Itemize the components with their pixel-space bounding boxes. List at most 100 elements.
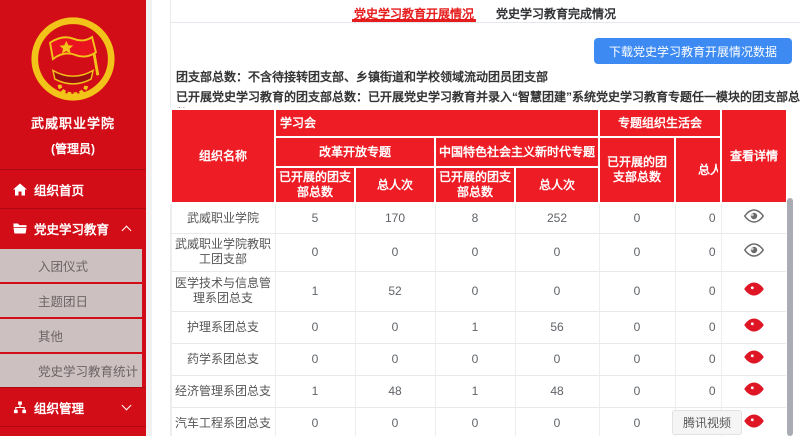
value-cell: 0 [434, 406, 516, 436]
value-cell: 0 [274, 310, 356, 344]
table-row: 护理系团总支 0 0 1 56 0 0 [170, 310, 786, 344]
tencent-video-watermark: 腾讯视频 [672, 410, 743, 435]
chevron-up-icon [121, 225, 132, 236]
folder-icon [13, 223, 27, 233]
sidebar-item-label: 组织首页 [34, 183, 85, 198]
value-cell: 0 [598, 202, 676, 234]
org-name-cell: 汽车工程系团总支 [170, 406, 276, 436]
vertical-scrollbar[interactable] [787, 198, 793, 436]
sidebar-subitem-theme-day[interactable]: 主题团日 [0, 282, 142, 317]
col-header-reform-total: 总人次 [354, 166, 436, 204]
value-cell: 0 [514, 406, 600, 436]
value-cell: 1 [434, 374, 516, 408]
value-cell: 52 [354, 270, 436, 312]
value-cell: 0 [434, 342, 516, 376]
col-header-newera-total: 总人次 [513, 166, 601, 204]
value-cell: 0 [274, 406, 356, 436]
submenu-label: 入团仪式 [38, 260, 89, 274]
value-cell: 252 [514, 202, 600, 234]
table-row: 武威职业学院 5 170 8 252 0 0 [170, 202, 786, 234]
download-data-button[interactable]: 下载党史学习教育开展情况数据 [593, 38, 792, 64]
value-cell: 0 [434, 270, 516, 312]
view-detail-eye-icon[interactable] [743, 382, 765, 396]
table-row: 药学系团总支 0 0 0 0 0 0 [170, 342, 786, 376]
value-cell: 0 [434, 232, 516, 272]
value-cell: 0 [354, 342, 436, 376]
view-detail-eye-icon[interactable] [743, 243, 765, 257]
org-name-cell: 药学系团总支 [170, 342, 276, 376]
table-row: 武威职业学院教职工团支部 0 0 0 0 0 0 [170, 232, 786, 272]
communist-youth-league-emblem-icon [31, 17, 115, 101]
col-header-view-detail: 查看详情 [720, 108, 786, 204]
col-group-study-meeting: 学习会 [273, 108, 601, 138]
value-cell: 170 [354, 202, 436, 234]
sidebar-item-label: 组织管理 [34, 401, 85, 416]
value-cell: 0 [598, 406, 676, 436]
value-cell: 0 [674, 270, 722, 312]
value-cell: 0 [354, 232, 436, 272]
chevron-down-icon [121, 400, 132, 411]
main-content: 党史学习教育开展情况 党史学习教育完成情况 下载党史学习教育开展情况数据 团支部… [152, 0, 800, 436]
view-detail-eye-icon[interactable] [743, 318, 765, 332]
col-header-newera-count: 已开展的团支部总数 [434, 166, 516, 204]
submenu-label: 主题团日 [38, 295, 89, 309]
value-cell: 1 [274, 374, 356, 408]
value-cell: 0 [514, 342, 600, 376]
value-cell: 0 [514, 232, 600, 272]
value-cell: 0 [354, 310, 436, 344]
value-cell: 0 [674, 310, 722, 344]
view-detail-eye-icon[interactable] [743, 414, 765, 428]
org-name-cell: 武威职业学院 [170, 202, 276, 234]
value-cell: 1 [274, 270, 356, 312]
submenu-label: 其他 [38, 330, 64, 344]
table-row: 经济管理系团总支 1 48 1 48 0 0 [170, 374, 786, 408]
col-header-life-total-clipped: 总人次 [674, 136, 723, 204]
value-cell: 48 [514, 374, 600, 408]
table-header: 组织名称 学习会 专题组织生活会 查看详情 改革开放专题 中国特色社会主义新时代… [170, 108, 786, 204]
value-cell: 48 [354, 374, 436, 408]
sidebar-subitem-admission-ceremony[interactable]: 入团仪式 [0, 247, 142, 282]
value-cell: 0 [514, 270, 600, 312]
value-cell: 0 [274, 342, 356, 376]
value-cell: 1 [434, 310, 516, 344]
org-name-cell: 护理系团总支 [170, 310, 276, 344]
tab-education-completion[interactable]: 党史学习教育完成情况 [496, 7, 617, 21]
col-subgroup-reform: 改革开放专题 [274, 136, 436, 168]
sidebar-item-org-home[interactable]: 组织首页 [0, 169, 146, 208]
league-emblem-logo [0, 0, 146, 107]
tab-bar: 党史学习教育开展情况 党史学习教育完成情况 [170, 0, 800, 23]
sidebar-item-benchmark-rating[interactable]: 对标定级 [0, 426, 146, 436]
sidebar-subitem-education-stats[interactable]: 党史学习教育统计 [0, 352, 142, 387]
value-cell: 0 [598, 270, 676, 312]
value-cell: 0 [674, 232, 722, 272]
value-cell: 0 [598, 232, 676, 272]
value-cell: 0 [674, 202, 722, 234]
value-cell: 0 [598, 310, 676, 344]
value-cell: 8 [434, 202, 516, 234]
submenu-label: 党史学习教育统计 [38, 365, 139, 379]
sidebar-scroll-gutter [146, 0, 152, 436]
value-cell: 0 [598, 374, 676, 408]
table-row: 医学技术与信息管理系团总支 1 52 0 0 0 0 [170, 270, 786, 312]
value-cell: 0 [354, 406, 436, 436]
sidebar-subitem-other[interactable]: 其他 [0, 317, 142, 352]
sidebar-item-label: 党史学习教育 [34, 222, 110, 237]
stats-table: 组织名称 学习会 专题组织生活会 查看详情 改革开放专题 中国特色社会主义新时代… [170, 108, 786, 436]
sidebar: 武威职业学院 (管理员) 组织首页 党史学习教育 入团仪式 [0, 0, 146, 436]
value-cell: 56 [514, 310, 600, 344]
col-subgroup-new-era: 中国特色社会主义新时代专题 [433, 136, 601, 168]
sidebar-menu: 组织首页 党史学习教育 入团仪式 主题团日 其他 党史学习教育统计 [0, 169, 146, 436]
col-header-life-count: 已开展的团支部总数 [598, 136, 677, 204]
view-detail-eye-icon[interactable] [743, 350, 765, 364]
value-cell: 5 [274, 202, 356, 234]
sidebar-item-party-history-education[interactable]: 党史学习教育 [0, 208, 146, 247]
view-detail-eye-icon[interactable] [743, 209, 765, 224]
sidebar-item-org-management[interactable]: 组织管理 [0, 387, 146, 426]
org-name-cell: 经济管理系团总支 [170, 374, 276, 408]
view-detail-eye-icon[interactable] [743, 282, 765, 296]
col-header-org-name: 组织名称 [170, 108, 276, 204]
col-header-reform-count: 已开展的团支部总数 [274, 166, 356, 204]
tab-education-progress[interactable]: 党史学习教育开展情况 [351, 0, 476, 22]
school-name: 武威职业学院 [30, 116, 115, 131]
